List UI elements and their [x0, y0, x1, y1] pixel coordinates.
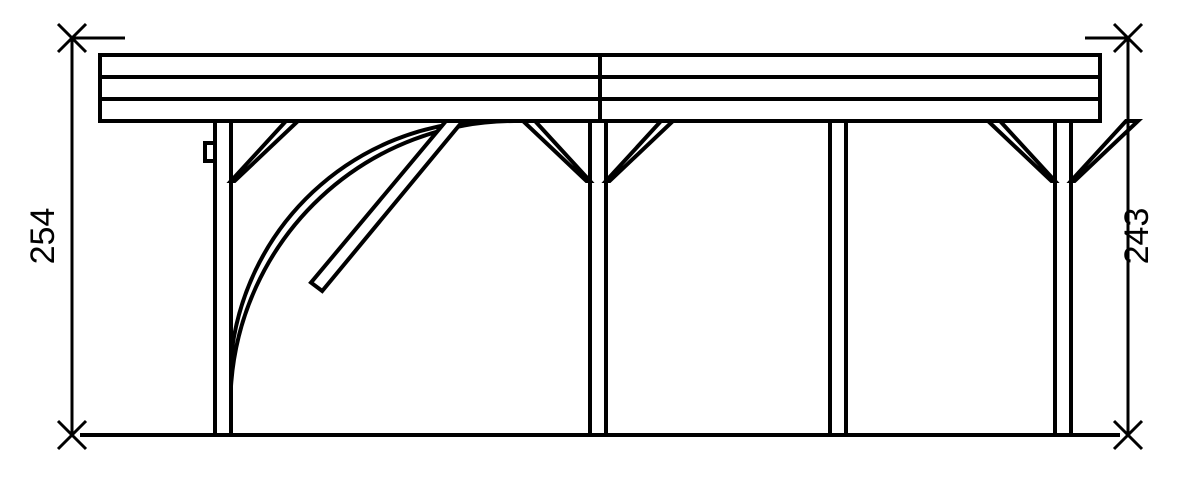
- post: [215, 121, 231, 435]
- knee-brace: [606, 121, 673, 181]
- knee-brace: [523, 121, 590, 181]
- entrance-trim: [205, 143, 215, 161]
- arc-brace: [231, 121, 515, 386]
- post: [1055, 121, 1071, 435]
- post: [590, 121, 606, 435]
- knee-brace: [988, 121, 1055, 181]
- post: [830, 121, 846, 435]
- technical-drawing: 254 243: [0, 0, 1200, 504]
- dim-label-right: 243: [1118, 208, 1156, 265]
- knee-brace: [231, 121, 298, 181]
- dim-label-left: 254: [24, 208, 62, 265]
